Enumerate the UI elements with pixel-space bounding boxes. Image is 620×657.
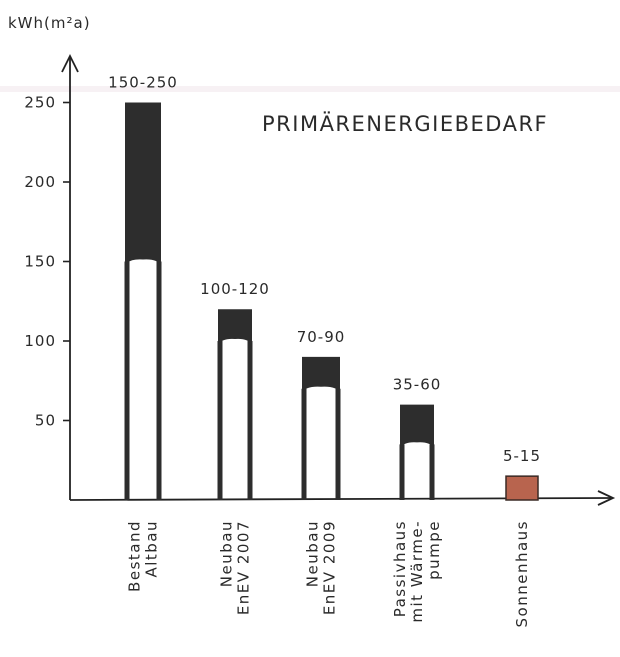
- top-band: [0, 86, 620, 92]
- bar-range: [400, 404, 434, 449]
- bar-range: [302, 356, 340, 393]
- y-tick-label: 200: [24, 173, 56, 191]
- y-tick-label: 100: [24, 332, 56, 350]
- category-label: EnEV 2009: [321, 520, 339, 615]
- bars: [124, 102, 539, 501]
- range-label: 35-60: [393, 376, 442, 394]
- category-label: pumpe: [425, 520, 443, 580]
- y-tick-label: 50: [35, 412, 56, 430]
- range-label: 70-90: [297, 328, 346, 346]
- category-label: Neubau: [218, 520, 236, 587]
- range-labels: 150-250 100-120 70-90 35-60 5-15: [108, 74, 541, 466]
- category-label: Sonnenhaus: [513, 520, 531, 627]
- x-axis-arrow: [597, 490, 616, 506]
- category-labels: Bestand Altbau Neubau EnEV 2007 Neubau EnEV 2…: [126, 520, 532, 627]
- bar-range: [125, 102, 161, 266]
- range-label: 150-250: [108, 74, 178, 92]
- category-label: Altbau: [143, 520, 161, 578]
- category-label: Neubau: [304, 520, 322, 587]
- category-label: mit Wärme-: [408, 520, 426, 623]
- y-ticks: 50 100 150 200 250: [24, 94, 70, 430]
- y-axis-unit: kWh(m²a): [8, 14, 91, 32]
- bar-range: [218, 309, 252, 345]
- chart-title: PRIMÄRENERGIEBEDARF: [262, 111, 548, 136]
- range-label: 5-15: [503, 447, 541, 465]
- bar-range-highlight: [505, 475, 539, 501]
- range-label: 100-120: [200, 280, 270, 298]
- y-tick-label: 250: [24, 94, 56, 112]
- y-tick-label: 150: [24, 253, 56, 271]
- category-label: EnEV 2007: [235, 520, 253, 615]
- category-label: Bestand: [126, 520, 144, 592]
- y-axis-arrow: [61, 53, 79, 73]
- category-label: Passivhaus: [391, 520, 409, 617]
